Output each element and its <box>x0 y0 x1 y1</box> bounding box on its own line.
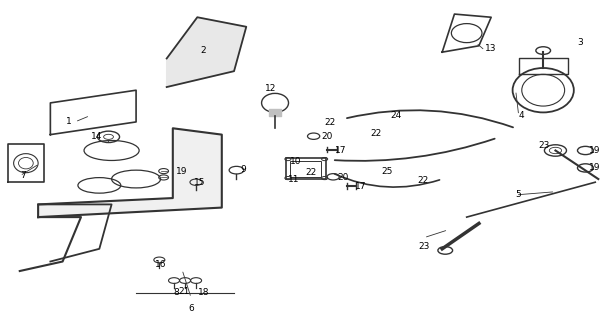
Text: 22: 22 <box>306 168 317 177</box>
Text: 14: 14 <box>91 132 103 141</box>
Text: 24: 24 <box>390 111 402 120</box>
Text: 17: 17 <box>335 146 346 155</box>
Text: 8: 8 <box>173 288 179 298</box>
Text: 20: 20 <box>337 173 348 182</box>
Text: 10: 10 <box>290 157 301 166</box>
Text: 9: 9 <box>240 165 246 174</box>
Text: 18: 18 <box>197 288 209 298</box>
Text: 21: 21 <box>178 287 189 296</box>
Text: 4: 4 <box>518 111 525 120</box>
Bar <box>286 158 326 179</box>
Text: 16: 16 <box>155 260 166 269</box>
Text: 5: 5 <box>515 190 522 199</box>
Text: 23: 23 <box>538 141 549 150</box>
Text: 23: 23 <box>418 243 429 252</box>
Text: 12: 12 <box>265 84 277 93</box>
Text: 25: 25 <box>381 167 392 176</box>
Text: 22: 22 <box>371 129 382 138</box>
Bar <box>290 161 321 177</box>
Text: 1: 1 <box>66 117 72 126</box>
Text: 15: 15 <box>194 178 206 187</box>
Text: 3: 3 <box>577 38 582 47</box>
Text: 19: 19 <box>589 146 601 155</box>
Text: 17: 17 <box>355 182 367 191</box>
Text: 20: 20 <box>321 132 332 141</box>
Text: 6: 6 <box>188 304 194 313</box>
Text: 13: 13 <box>485 44 496 53</box>
Polygon shape <box>38 128 222 217</box>
Text: 19: 19 <box>589 164 601 172</box>
Polygon shape <box>50 90 136 135</box>
Text: 7: 7 <box>20 172 25 180</box>
Text: 2: 2 <box>200 46 206 55</box>
Polygon shape <box>167 17 246 87</box>
Text: 19: 19 <box>176 167 188 176</box>
Text: 11: 11 <box>288 174 300 184</box>
Text: 22: 22 <box>325 118 336 127</box>
Text: 22: 22 <box>418 176 429 185</box>
